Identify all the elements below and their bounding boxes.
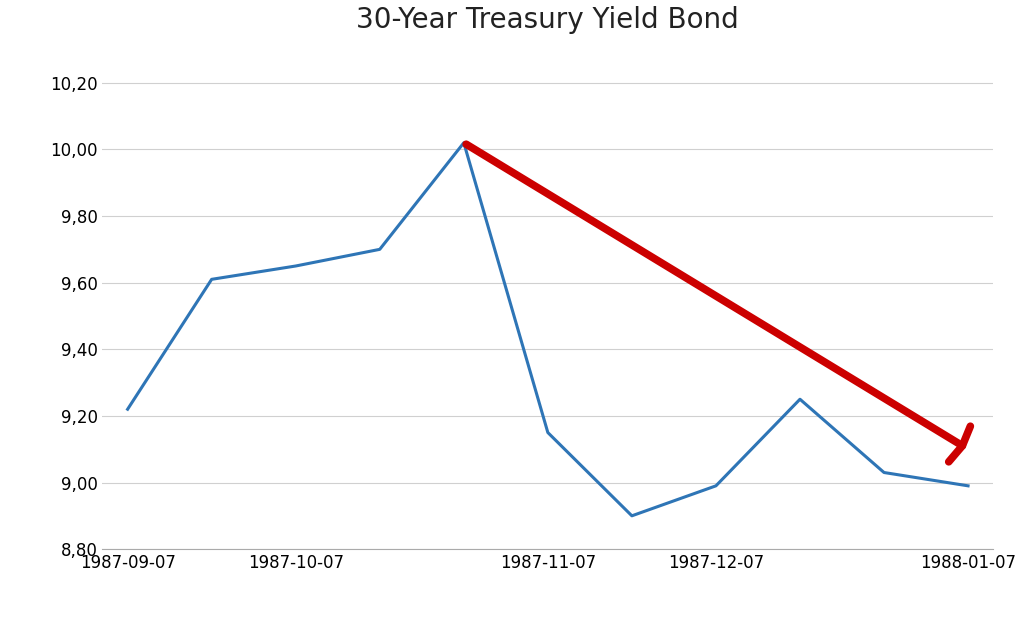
Title: 30-Year Treasury Yield Bond: 30-Year Treasury Yield Bond	[356, 6, 739, 34]
